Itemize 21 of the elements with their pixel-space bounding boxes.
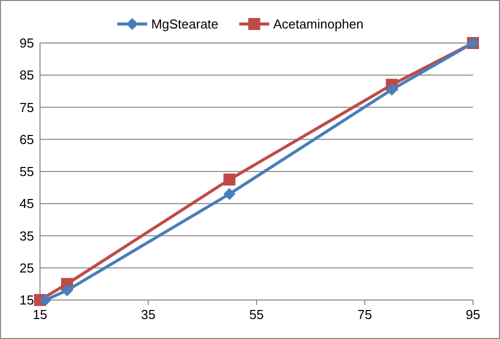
x-tick-label: 55 xyxy=(249,307,264,322)
y-tick-label: 65 xyxy=(20,132,34,147)
x-tick-label: 75 xyxy=(358,307,372,322)
legend-label: MgStearate xyxy=(151,16,218,32)
point xyxy=(39,294,52,306)
y-tick-label: 55 xyxy=(20,164,34,179)
point xyxy=(61,284,74,296)
point xyxy=(223,174,236,186)
y-tick-label: 15 xyxy=(20,292,34,308)
point xyxy=(386,84,398,96)
x-tick-label: 35 xyxy=(141,307,156,322)
legend-label: Acetaminophen xyxy=(273,16,364,32)
y-tick-label: 95 xyxy=(20,36,34,50)
y-tick-label: 85 xyxy=(20,68,34,83)
y-tick-label: 45 xyxy=(20,196,34,212)
x-tick-label: 95 xyxy=(466,307,480,322)
y-tick-label: 75 xyxy=(20,100,34,115)
y-tick-label: 35 xyxy=(20,228,34,244)
y-tick-label: 25 xyxy=(20,260,34,276)
x-tick-label: 15 xyxy=(32,307,48,322)
point xyxy=(223,188,236,200)
